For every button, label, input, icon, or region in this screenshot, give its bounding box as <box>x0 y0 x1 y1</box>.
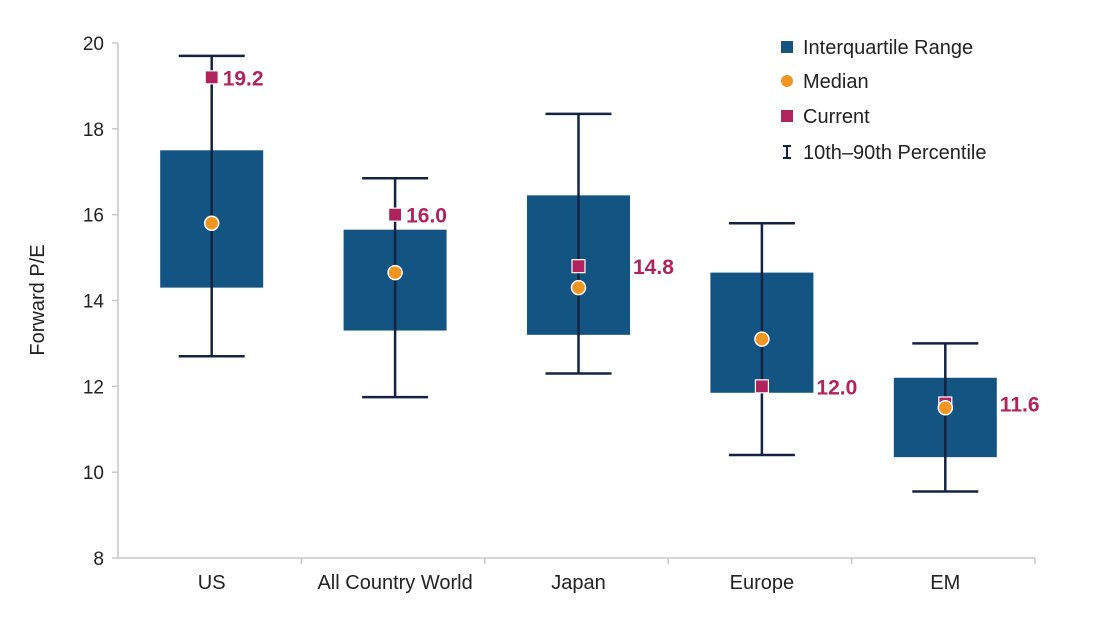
whisker-legend-icon <box>783 145 791 159</box>
current-legend-icon <box>781 110 793 122</box>
current-value-label: 19.2 <box>223 67 264 90</box>
legend-item: Current <box>781 106 870 128</box>
legend-label: Interquartile Range <box>803 37 973 59</box>
current-value-label: 14.8 <box>633 256 674 279</box>
y-tick-label: 14 <box>83 292 105 313</box>
current-marker <box>388 207 403 222</box>
y-tick-label: 10 <box>83 463 104 484</box>
legend-item: 10th–90th Percentile <box>783 142 986 164</box>
x-tick-label: All Country World <box>317 572 472 594</box>
y-tick-label: 8 <box>93 549 104 570</box>
chart-marks: 19.2 16.0 14.8 12.0 11.6 <box>160 54 1040 493</box>
current-marker <box>754 379 770 394</box>
current-value-label: 11.6 <box>1000 394 1040 417</box>
median-marker <box>754 331 770 347</box>
y-axis-label: Forward P/E <box>27 244 49 355</box>
iqr-legend-icon <box>781 41 793 53</box>
axes: 8 10 12 14 16 18 20 US All Country World Japan Eur… <box>83 34 1036 594</box>
box-group-all-country-world: 16.0 <box>343 176 447 399</box>
box-group-europe: 12.0 <box>710 222 857 457</box>
y-tick-label: 20 <box>83 34 104 55</box>
y-tick-label: 12 <box>83 377 104 398</box>
box-group-us: 19.2 <box>160 54 264 358</box>
box-group-japan: 14.8 <box>527 112 674 375</box>
x-tick-label: EM <box>930 572 960 594</box>
legend-label: 10th–90th Percentile <box>803 142 986 164</box>
y-tick-label: 16 <box>83 206 104 227</box>
median-marker <box>570 279 587 296</box>
box-group-em: 11.6 <box>893 342 1040 493</box>
median-marker <box>203 215 220 231</box>
median-marker <box>937 400 954 416</box>
current-value-label: 12.0 <box>816 376 857 399</box>
current-value-label: 16.0 <box>406 205 447 228</box>
legend-item: Interquartile Range <box>781 37 973 59</box>
median-marker <box>387 264 403 281</box>
legend-label: Median <box>803 71 869 93</box>
x-tick-label: Europe <box>730 572 795 594</box>
x-tick-label: Japan <box>551 572 606 594</box>
x-tick-label: US <box>198 572 226 594</box>
median-legend-icon <box>781 75 793 87</box>
current-marker <box>204 70 219 85</box>
legend: Interquartile Range Median Current 10th–90t… <box>781 37 986 164</box>
current-marker <box>571 259 586 274</box>
legend-item: Median <box>781 71 869 93</box>
legend-label: Current <box>803 106 870 128</box>
y-tick-label: 18 <box>83 120 104 141</box>
